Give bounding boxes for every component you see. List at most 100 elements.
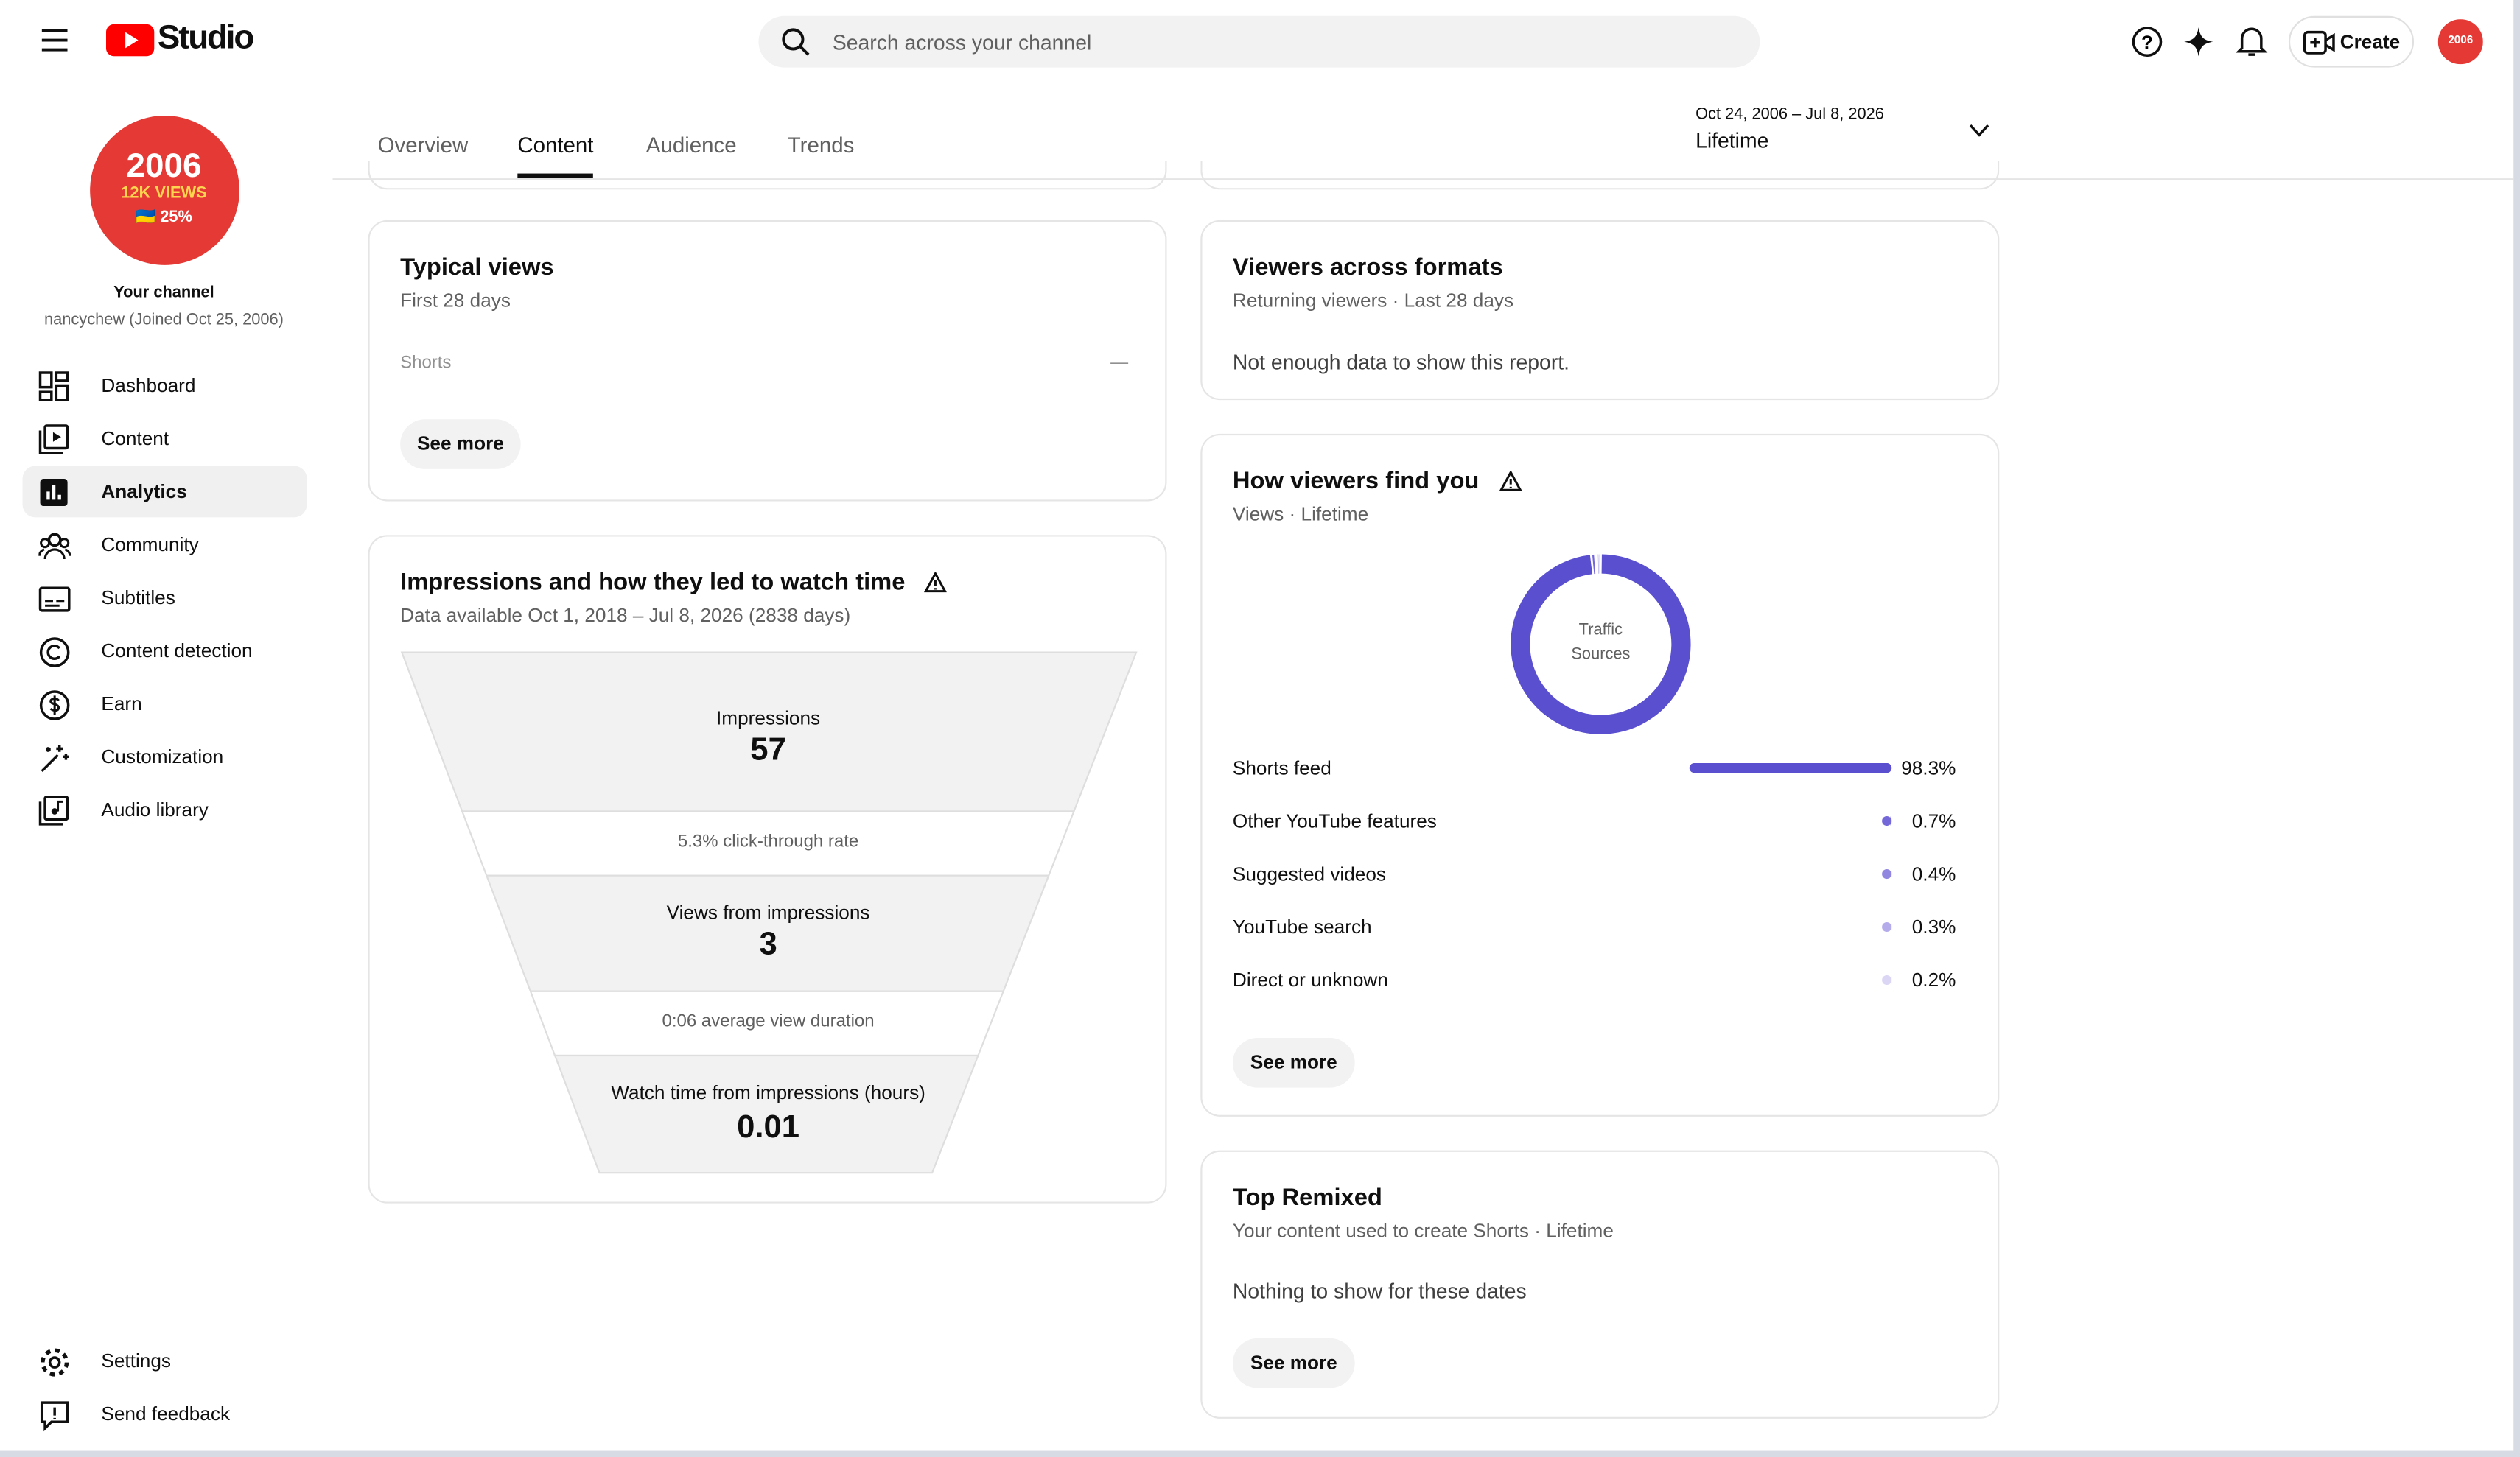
create-icon bbox=[2303, 30, 2335, 55]
warning-icon[interactable] bbox=[1498, 470, 1522, 491]
empty-message: Nothing to show for these dates bbox=[1232, 1279, 1527, 1303]
stage-label: Views from impressions bbox=[666, 901, 870, 924]
see-more-button[interactable]: See more bbox=[1232, 1038, 1355, 1088]
logo-text[interactable]: Studio bbox=[157, 19, 255, 57]
nav-icon bbox=[38, 533, 71, 560]
nav-item[interactable]: Content bbox=[23, 413, 307, 465]
row-value: — bbox=[1110, 353, 1129, 373]
stage-value: 57 bbox=[750, 732, 786, 768]
account-avatar[interactable]: 2006 bbox=[2437, 19, 2483, 65]
nav-item[interactable]: Dashboard bbox=[23, 360, 307, 412]
nav-icon bbox=[38, 586, 71, 612]
card-title: Top Remixed bbox=[1232, 1184, 1382, 1212]
source-percent: 98.3% bbox=[1901, 756, 1956, 779]
create-label: Create bbox=[2339, 30, 2401, 53]
nav-item[interactable]: Send feedback bbox=[23, 1388, 307, 1439]
nav-icon bbox=[39, 637, 70, 667]
nav-item[interactable]: Customization bbox=[23, 731, 307, 782]
source-percent: 0.4% bbox=[1911, 863, 1956, 885]
nav-item[interactable]: Earn bbox=[23, 678, 307, 729]
card-subtitle: Views · Lifetime bbox=[1232, 502, 1369, 526]
nav-label: Dashboard bbox=[101, 374, 196, 397]
card-title-text: How viewers find you bbox=[1232, 467, 1480, 495]
stage-note: 5.3% click-through rate bbox=[677, 832, 859, 852]
tab-underline bbox=[517, 173, 593, 179]
source-name: Shorts feed bbox=[1232, 756, 1331, 779]
card-subtitle: Returning viewers · Last 28 days bbox=[1232, 289, 1514, 312]
channel-label: Your channel bbox=[113, 284, 214, 303]
avatar-text: 🇺🇦 25% bbox=[136, 208, 192, 227]
source-name: Other YouTube features bbox=[1232, 810, 1437, 832]
nav-item[interactable]: Content detection bbox=[23, 625, 307, 676]
frame-edge bbox=[2513, 0, 2520, 1457]
nav-icon bbox=[40, 478, 68, 507]
nav-label: Send feedback bbox=[101, 1402, 231, 1425]
help-icon[interactable]: ? bbox=[2131, 26, 2163, 58]
channel-handle: nancychew (Joined Oct 25, 2006) bbox=[43, 312, 284, 330]
tab[interactable]: Overview bbox=[377, 133, 469, 158]
divider bbox=[332, 178, 2514, 180]
card-title: Viewers across formats bbox=[1232, 253, 1503, 281]
see-more-button[interactable]: See more bbox=[400, 419, 521, 469]
funnel-band bbox=[400, 651, 1138, 812]
stage-label: Watch time from impressions (hours) bbox=[611, 1081, 925, 1104]
date-label[interactable]: Lifetime bbox=[1695, 128, 1769, 153]
typical-views-card: Typical views First 28 days Shorts — See… bbox=[368, 220, 1167, 502]
nav-item[interactable]: Audio library bbox=[23, 784, 307, 835]
donut-segment[interactable] bbox=[1511, 554, 1691, 734]
menu-button[interactable] bbox=[41, 29, 68, 52]
avatar-text: 2006 bbox=[126, 147, 202, 185]
nav-label: Content bbox=[101, 427, 169, 450]
funnel-band bbox=[553, 1054, 980, 1174]
notifications-icon[interactable] bbox=[2236, 24, 2268, 60]
search-box[interactable]: Search across your channel bbox=[758, 15, 1760, 68]
nav-item[interactable]: Community bbox=[23, 519, 307, 571]
funnel bbox=[400, 651, 1138, 1174]
nav-label: Analytics bbox=[101, 480, 187, 503]
svg-text:2006: 2006 bbox=[2448, 34, 2473, 46]
nav-label: Earn bbox=[101, 692, 142, 715]
nav-item[interactable]: Analytics bbox=[22, 466, 307, 518]
nav-item[interactable]: Subtitles bbox=[23, 572, 307, 623]
card-subtitle: First 28 days bbox=[400, 289, 511, 312]
card-subtitle: Your content used to create Shorts · Lif… bbox=[1232, 1219, 1614, 1243]
viewers-formats-card: Viewers across formats Returning viewers… bbox=[1200, 220, 2000, 401]
nav-label: Settings bbox=[101, 1349, 171, 1372]
traffic-card: How viewers find you Views · Lifetime Tr… bbox=[1200, 433, 2000, 1117]
card-edge bbox=[368, 161, 1167, 190]
warning-icon[interactable] bbox=[924, 571, 948, 593]
source-bar bbox=[1689, 763, 1892, 773]
source-percent: 0.2% bbox=[1911, 969, 1956, 991]
search-icon bbox=[782, 28, 810, 56]
traffic-chart bbox=[1511, 554, 1892, 986]
stage-value: 0.01 bbox=[737, 1110, 800, 1146]
source-dot bbox=[1882, 816, 1892, 826]
card-subtitle: Data available Oct 1, 2018 – Jul 8, 2026… bbox=[400, 604, 851, 627]
nav-icon bbox=[41, 1348, 69, 1377]
nav-label: Community bbox=[101, 533, 199, 556]
empty-message: Not enough data to show this report. bbox=[1232, 350, 1570, 375]
see-more-button[interactable]: See more bbox=[1232, 1338, 1355, 1388]
nav-icon bbox=[38, 424, 69, 454]
stage-note: 0:06 average view duration bbox=[662, 1012, 875, 1032]
tab[interactable]: Audience bbox=[645, 133, 737, 158]
date-range[interactable]: Oct 24, 2006 – Jul 8, 2026 bbox=[1695, 105, 1884, 124]
avatar-text: 12K VIEWS bbox=[121, 184, 207, 203]
logo-icon[interactable] bbox=[105, 24, 155, 57]
ai-icon[interactable] bbox=[2183, 26, 2215, 58]
nav-item[interactable]: Settings bbox=[23, 1335, 307, 1387]
nav-label: Subtitles bbox=[101, 586, 175, 609]
nav-icon bbox=[40, 1401, 69, 1432]
dropdown-icon[interactable] bbox=[1969, 124, 1989, 138]
channel-avatar[interactable]: 2006 12K VIEWS 🇺🇦 25% bbox=[90, 116, 239, 265]
tab[interactable]: Trends bbox=[787, 133, 855, 158]
tab[interactable]: Content bbox=[517, 133, 594, 158]
card-title-text: Impressions and how they led to watch ti… bbox=[400, 569, 906, 597]
source-dot bbox=[1882, 921, 1892, 933]
nav-label: Content detection bbox=[101, 639, 253, 662]
source-dot bbox=[1882, 763, 1892, 773]
card-edge bbox=[1200, 161, 2000, 190]
create-button[interactable]: Create bbox=[2288, 15, 2415, 68]
